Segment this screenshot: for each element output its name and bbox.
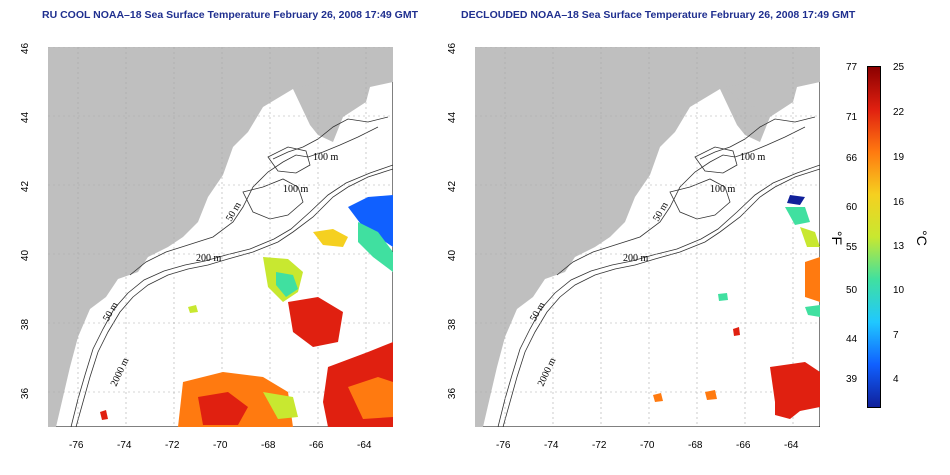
x-tick: -76 bbox=[496, 440, 511, 451]
y-tick: 38 bbox=[447, 318, 459, 331]
celsius-unit: °C bbox=[913, 230, 930, 246]
colorbar bbox=[867, 66, 881, 408]
right-map-canvas: 100 m 100 m 50 m 200 m 50 m 2000 m bbox=[475, 47, 820, 427]
fahrenheit-unit: °F bbox=[829, 230, 846, 246]
y-tick: 38 bbox=[20, 318, 32, 331]
sst-patches bbox=[100, 195, 393, 427]
contour-label: 200 m bbox=[623, 253, 649, 264]
x-tick: -68 bbox=[688, 440, 703, 451]
fahrenheit-tick: 39 bbox=[846, 374, 858, 385]
x-tick: -70 bbox=[640, 440, 655, 451]
fahrenheit-tick: 66 bbox=[846, 153, 858, 164]
y-tick: 36 bbox=[20, 387, 32, 400]
x-tick: -64 bbox=[784, 440, 799, 451]
x-tick: -70 bbox=[213, 440, 228, 451]
fahrenheit-tick: 60 bbox=[846, 202, 858, 213]
fahrenheit-tick: 44 bbox=[846, 334, 858, 345]
celsius-tick: 19 bbox=[893, 152, 905, 163]
fahrenheit-tick: 50 bbox=[846, 285, 858, 296]
left-map-canvas: 100 m 100 m 50 m 200 m 50 m 2000 m bbox=[48, 47, 393, 427]
y-tick: 40 bbox=[20, 249, 32, 262]
y-tick: 42 bbox=[20, 180, 32, 193]
x-tick: -66 bbox=[309, 440, 324, 451]
y-tick: 42 bbox=[447, 180, 459, 193]
contour-label: 200 m bbox=[196, 253, 222, 264]
fahrenheit-tick: 55 bbox=[846, 242, 858, 253]
contour-label: 100 m bbox=[740, 152, 766, 163]
left-panel-title: RU COOL NOAA–18 Sea Surface Temperature … bbox=[42, 9, 419, 21]
y-tick: 40 bbox=[447, 249, 459, 262]
right-map: 100 m 100 m 50 m 200 m 50 m 2000 m bbox=[475, 47, 820, 427]
x-tick: -72 bbox=[165, 440, 180, 451]
x-tick: -64 bbox=[357, 440, 372, 451]
y-tick: 44 bbox=[447, 111, 459, 124]
celsius-tick: 4 bbox=[893, 374, 899, 385]
land-mass bbox=[48, 47, 393, 427]
contour-label: 100 m bbox=[313, 152, 339, 163]
x-tick: -76 bbox=[69, 440, 84, 451]
y-tick: 36 bbox=[447, 387, 459, 400]
fahrenheit-tick: 77 bbox=[846, 62, 858, 73]
y-tick: 46 bbox=[20, 42, 32, 55]
contour-label: 100 m bbox=[710, 184, 736, 195]
x-tick: -72 bbox=[592, 440, 607, 451]
x-tick: -68 bbox=[261, 440, 276, 451]
y-tick: 46 bbox=[447, 42, 459, 55]
contour-label: 100 m bbox=[283, 184, 309, 195]
right-panel-title: DECLOUDED NOAA–18 Sea Surface Temperatur… bbox=[461, 9, 856, 21]
celsius-tick: 22 bbox=[893, 107, 905, 118]
x-tick: -74 bbox=[544, 440, 559, 451]
land-mass bbox=[475, 47, 820, 427]
fahrenheit-tick: 71 bbox=[846, 112, 858, 123]
celsius-tick: 16 bbox=[893, 197, 905, 208]
celsius-tick: 10 bbox=[893, 285, 905, 296]
x-tick: -66 bbox=[736, 440, 751, 451]
sst-patches bbox=[653, 195, 820, 419]
celsius-tick: 25 bbox=[893, 62, 905, 73]
y-tick: 44 bbox=[20, 111, 32, 124]
celsius-tick: 7 bbox=[893, 330, 899, 341]
celsius-tick: 13 bbox=[893, 241, 905, 252]
x-tick: -74 bbox=[117, 440, 132, 451]
left-map: 100 m 100 m 50 m 200 m 50 m 2000 m bbox=[48, 47, 393, 427]
